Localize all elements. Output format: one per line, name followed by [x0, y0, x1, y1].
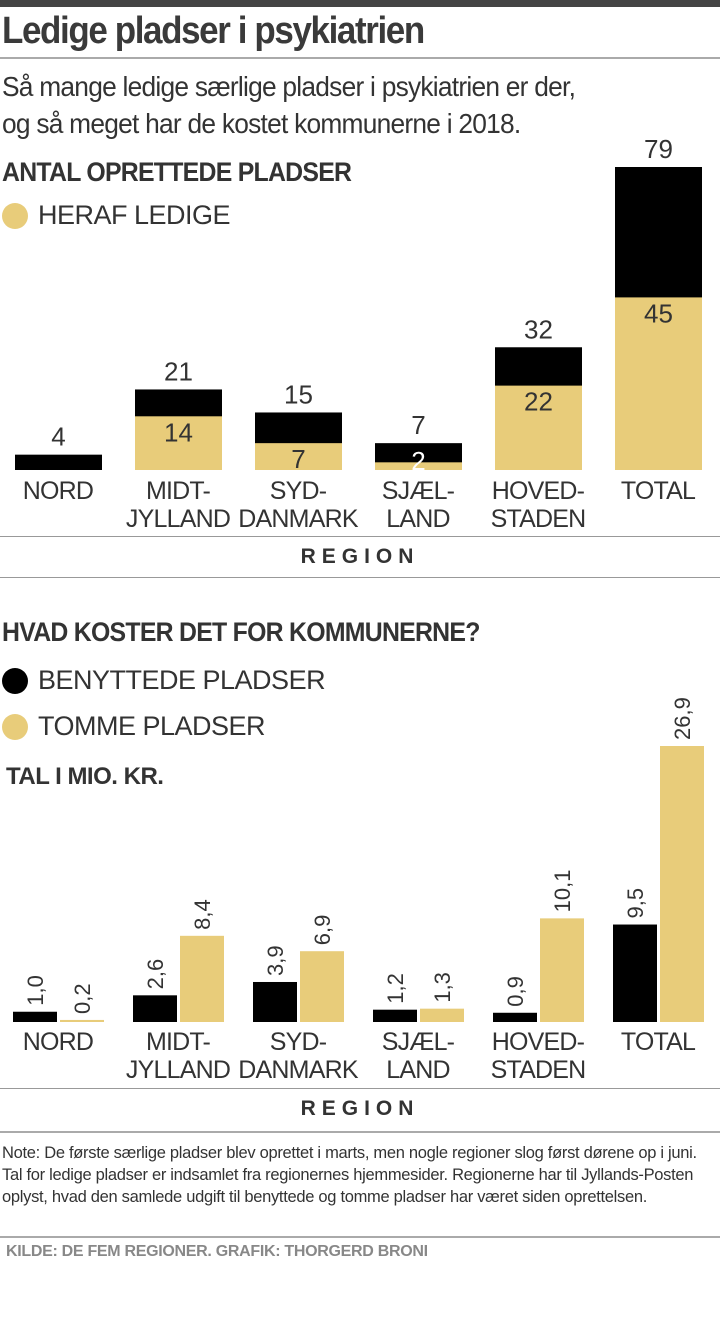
data-label-ledige: 2: [411, 446, 425, 476]
bar-ledige: [255, 443, 342, 470]
subtitle-line: og så meget har de kostet kommunerne i 2…: [2, 108, 521, 139]
data-label-total: 79: [644, 134, 673, 164]
category-label: NORD: [23, 1028, 93, 1056]
category-label: HOVED-: [492, 1028, 585, 1056]
bar-tomme: [540, 918, 584, 1022]
data-label: 6,9: [310, 915, 335, 946]
divider: [0, 536, 720, 537]
data-label-ledige: 14: [164, 417, 193, 447]
data-label: 2,6: [143, 959, 168, 990]
chart2-title: HVAD KOSTER DET FOR KOMMUNERNE?: [2, 617, 480, 647]
data-label: 0,2: [70, 983, 95, 1014]
bar-ledige: [615, 297, 702, 470]
note: Note: De første særlige pladser blev opr…: [2, 1144, 697, 1206]
category-label: LAND: [386, 505, 450, 533]
data-label-ledige: 7: [291, 444, 305, 474]
bar-tomme: [420, 1008, 464, 1022]
legend-label: TOMME PLADSER: [38, 711, 266, 741]
data-label: 0,9: [503, 976, 528, 1007]
category-label: STADEN: [491, 505, 586, 533]
bar-tomme: [180, 935, 224, 1022]
legend-swatch: [2, 667, 28, 694]
bar-benyttede: [373, 1009, 417, 1022]
data-label: 1,3: [430, 972, 455, 1003]
data-label-total: 7: [411, 410, 425, 440]
legend-swatch: [2, 713, 28, 740]
divider: [0, 1088, 720, 1089]
source: KILDE: DE FEM REGIONER. GRAFIK: THORGERD…: [6, 1243, 428, 1260]
legend-item-ledige: HERAF LEDIGE: [2, 200, 231, 231]
chart1-title: ANTAL OPRETTEDE PLADSER: [2, 157, 352, 187]
data-label-total: 21: [164, 356, 193, 386]
data-label-total: 15: [284, 379, 313, 409]
bar-benyttede: [253, 981, 297, 1022]
data-label-ledige: 45: [644, 298, 673, 328]
chart2-xlabel: REGION: [300, 1097, 420, 1120]
page-title: Ledige pladser i psykiatrien: [2, 10, 425, 52]
legend-label: BENYTTEDE PLADSER: [38, 665, 326, 695]
data-label: 3,9: [263, 945, 288, 976]
data-label: 9,5: [623, 888, 648, 919]
bar-tomme: [300, 951, 344, 1022]
category-label: TOTAL: [621, 1028, 696, 1056]
data-label: 1,2: [383, 973, 408, 1004]
divider: [0, 57, 720, 59]
legend-item-tomme: TOMME PLADSER: [2, 711, 266, 742]
bar-tomme: [660, 746, 704, 1022]
category-label: SYD-: [270, 1028, 327, 1056]
bar-ledige: [495, 385, 582, 470]
category-label: JYLLAND: [126, 1056, 230, 1084]
data-label-ledige: 22: [524, 387, 553, 417]
subtitle: Så mange ledige særlige pladser i psykia…: [2, 68, 576, 142]
bar-total: [15, 454, 102, 470]
bar-benyttede: [493, 1012, 537, 1022]
bar-ledige: [375, 462, 462, 470]
category-label: MIDT-: [146, 1028, 211, 1056]
subtitle-line: Så mange ledige særlige pladser i psykia…: [2, 71, 576, 102]
divider: [0, 577, 720, 578]
chart2-unit: TAL I MIO. KR.: [6, 763, 164, 790]
data-label-total: 32: [524, 314, 553, 344]
data-label: 10,1: [550, 870, 575, 913]
category-label: NORD: [23, 477, 93, 505]
legend-label: HERAF LEDIGE: [38, 200, 231, 230]
category-label: LAND: [386, 1056, 450, 1084]
divider: [0, 1236, 720, 1238]
category-label: HOVED-: [492, 477, 585, 505]
category-label: SJÆL-: [382, 477, 455, 505]
category-label: JYLLAND: [126, 505, 230, 533]
category-label: DANMARK: [238, 505, 359, 533]
legend-swatch: [2, 202, 28, 229]
category-label: STADEN: [491, 1056, 586, 1084]
data-label: 1,0: [23, 975, 48, 1006]
divider: [0, 1131, 720, 1133]
data-label: 26,9: [670, 697, 695, 740]
category-label: MIDT-: [146, 477, 211, 505]
category-label: SJÆL-: [382, 1028, 455, 1056]
legend-item-benyttede: BENYTTEDE PLADSER: [2, 665, 326, 696]
top-bar: [0, 0, 720, 7]
bar-tomme: [60, 1019, 104, 1022]
data-label-total: 4: [51, 422, 65, 452]
bar-benyttede: [13, 1011, 57, 1022]
bar-ledige: [135, 416, 222, 470]
category-label: DANMARK: [238, 1056, 359, 1084]
category-label: SYD-: [270, 477, 327, 505]
category-label: TOTAL: [621, 477, 696, 505]
bar-benyttede: [133, 995, 177, 1022]
chart1-xlabel: REGION: [300, 545, 420, 568]
bar-benyttede: [613, 924, 657, 1022]
data-label: 8,4: [190, 899, 215, 930]
